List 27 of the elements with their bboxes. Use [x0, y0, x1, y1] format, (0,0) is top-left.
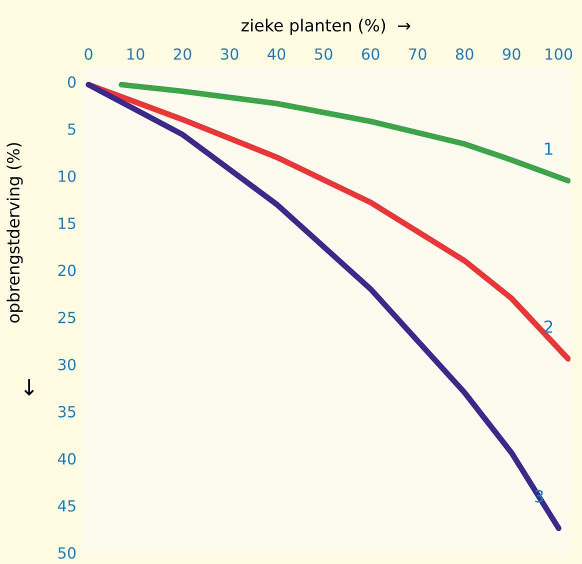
x-tick-label: 10 — [127, 48, 144, 60]
series-label: 2 — [544, 320, 552, 333]
x-tick-label: 70 — [409, 48, 426, 60]
x-tick-label: 80 — [456, 48, 474, 60]
y-tick-label: 30 — [58, 358, 76, 370]
y-tick-label: 10 — [58, 170, 76, 182]
x-tick-label: 20 — [174, 48, 192, 60]
x-tick-label: 50 — [315, 48, 332, 60]
y-tick-label: 40 — [58, 453, 76, 465]
x-tick-label: 30 — [221, 48, 238, 60]
y-tick-label: 20 — [58, 264, 76, 276]
y-tick-label: 45 — [58, 500, 76, 512]
y-axis-title: opbrengstderving (%) — [6, 143, 23, 323]
x-tick-label: 40 — [268, 48, 286, 60]
x-axis-title: zieke planten (%) → — [242, 18, 410, 35]
x-tick-label: 60 — [362, 48, 380, 60]
y-tick-label: 15 — [58, 218, 76, 230]
text: ↓ — [24, 379, 34, 396]
x-tick-label: 0 — [84, 48, 92, 60]
y-tick-label: 50 — [58, 547, 76, 559]
series-label: 1 — [545, 142, 552, 155]
y-tick-label: 35 — [58, 406, 76, 418]
y-tick-label: 5 — [68, 124, 76, 135]
y-tick-label: 25 — [58, 312, 76, 324]
x-tick-label: 90 — [502, 48, 520, 60]
y-tick-label: 0 — [68, 76, 76, 88]
x-tick-label: 100 — [546, 48, 572, 60]
